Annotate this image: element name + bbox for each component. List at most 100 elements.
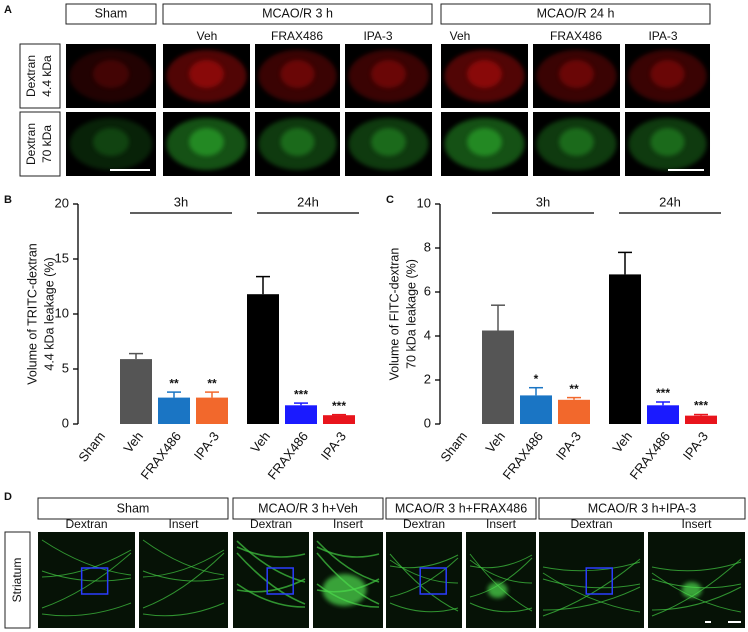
header-box <box>232 497 384 520</box>
image <box>539 532 644 628</box>
vessel <box>142 552 225 609</box>
brain-core <box>559 60 594 88</box>
significance: ** <box>207 376 217 390</box>
brain-core <box>467 128 502 156</box>
column-subheader: FRAX486 <box>271 29 323 43</box>
column-header: Sham <box>95 6 128 20</box>
y-tick-label: 5 <box>62 360 69 375</box>
brain-core <box>93 60 129 88</box>
bar <box>247 294 279 424</box>
header-box <box>19 111 61 177</box>
column-header: Sham <box>117 501 150 515</box>
bar <box>609 274 641 424</box>
glow <box>322 574 367 606</box>
y-axis-label: 4.4 kDa leakage (%) <box>42 257 56 370</box>
x-tick-label: IPA-3 <box>553 429 584 463</box>
vessel <box>651 572 742 613</box>
brain-core <box>650 60 685 88</box>
vessel <box>389 557 459 598</box>
roi-box <box>80 567 109 595</box>
group-label: 3h <box>174 194 188 209</box>
significance: *** <box>294 387 308 401</box>
header-box <box>440 3 711 25</box>
vessel <box>651 586 742 611</box>
vessel <box>142 539 225 576</box>
y-tick-label: 10 <box>417 195 431 210</box>
row-label: Dextran <box>24 123 38 165</box>
brain-core <box>467 60 502 88</box>
x-tick-label: Veh <box>482 429 508 456</box>
y-axis-label: Volume of TRITC-dextran <box>25 243 39 385</box>
header-box <box>19 43 61 109</box>
header-box <box>37 497 229 520</box>
image-label: Insert <box>333 517 364 531</box>
vessel <box>469 559 533 584</box>
significance: ** <box>169 376 179 390</box>
vessel <box>41 539 132 576</box>
vessel <box>651 561 742 572</box>
x-tick-label: Sham <box>75 429 108 465</box>
row-label: Striatum <box>10 558 24 603</box>
vessel <box>389 554 459 569</box>
image <box>648 532 745 628</box>
x-tick-label: IPA-3 <box>191 429 222 463</box>
vessel <box>142 549 225 578</box>
row-label: 70 kDa <box>40 125 54 163</box>
vessel <box>542 572 641 613</box>
y-axis-label: Volume of FITC-dextran <box>387 248 401 381</box>
brain-core <box>371 60 406 88</box>
brain-core <box>650 128 685 156</box>
column-subheader: IPA-3 <box>648 29 677 43</box>
panel-label: C <box>386 194 394 206</box>
glow <box>681 582 702 598</box>
panel-label: B <box>4 194 12 206</box>
significance: * <box>534 372 539 386</box>
y-axis-label: 70 kDa leakage (%) <box>404 259 418 369</box>
y-tick-label: 4 <box>424 327 431 342</box>
roi-box <box>419 567 447 595</box>
panel-label: A <box>4 4 12 16</box>
bar <box>158 397 190 424</box>
roi-box <box>585 567 613 595</box>
brain-core <box>280 128 315 156</box>
panel-label: D <box>4 491 12 503</box>
brain-core <box>559 128 594 156</box>
bar <box>285 405 317 424</box>
vessel <box>389 559 459 584</box>
vessel <box>389 553 459 612</box>
y-tick-label: 8 <box>424 239 431 254</box>
image <box>466 532 536 628</box>
bar <box>323 415 355 424</box>
y-tick-label: 0 <box>62 415 69 430</box>
x-tick-label: Veh <box>120 429 146 456</box>
brain-core <box>189 60 224 88</box>
row-label: 4.4 kDa <box>40 55 54 97</box>
vessel <box>142 570 225 582</box>
vessel <box>41 549 132 578</box>
image-label: Dextran <box>570 517 612 531</box>
x-tick-label: IPA-3 <box>680 429 711 463</box>
image <box>386 532 462 628</box>
bar <box>647 405 679 424</box>
group-label: 24h <box>297 194 319 209</box>
roi-box <box>266 567 294 595</box>
column-subheader: Veh <box>450 29 471 43</box>
column-header: MCAO/R 3 h+Veh <box>258 501 358 515</box>
brain-core <box>280 60 315 88</box>
vessel <box>469 554 533 569</box>
image-label: Insert <box>486 517 517 531</box>
group-label: 24h <box>659 194 681 209</box>
header-box <box>4 531 31 629</box>
significance: ** <box>569 382 579 396</box>
vessel <box>41 602 132 617</box>
vessel <box>236 552 306 605</box>
image-label: Insert <box>681 517 712 531</box>
image-label: Insert <box>168 517 199 531</box>
bar <box>120 359 152 424</box>
vessel <box>542 578 641 589</box>
image-label: Dextran <box>250 517 292 531</box>
significance: *** <box>656 386 670 400</box>
x-tick-label: IPA-3 <box>318 429 349 463</box>
brain-core <box>371 128 406 156</box>
column-header: MCAO/R 3 h+IPA-3 <box>588 501 697 515</box>
